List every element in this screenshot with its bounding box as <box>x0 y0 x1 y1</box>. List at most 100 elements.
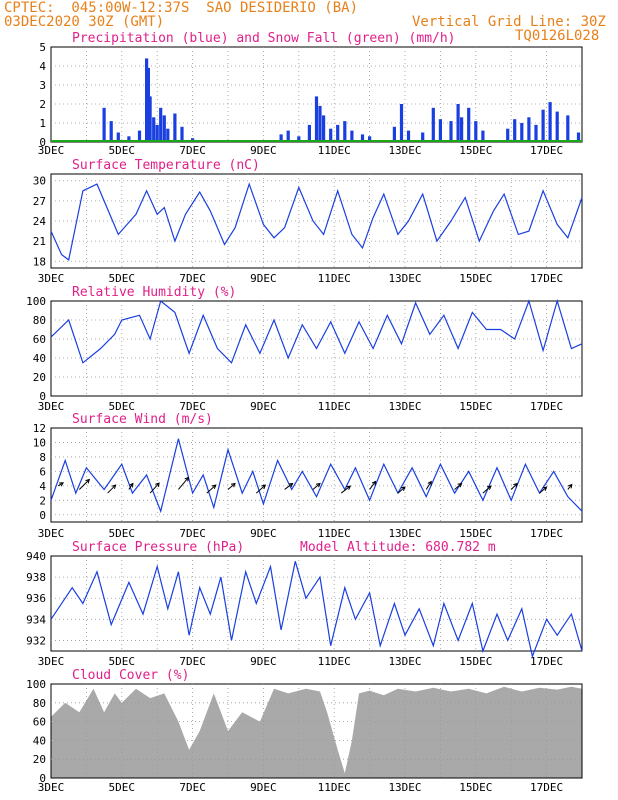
temperature-xtick-9DEC: 9DEC <box>250 272 277 285</box>
precip-bar <box>460 117 464 142</box>
temperature-xtick-13DEC: 13DEC <box>388 272 421 285</box>
temperature-ytick: 27 <box>33 195 46 208</box>
precip-bar <box>159 107 163 142</box>
pressure-xtick-5DEC: 5DEC <box>109 655 136 668</box>
pressure-frame <box>50 555 583 652</box>
precip-bar <box>127 136 131 142</box>
precip-bar <box>102 107 106 142</box>
precip-ytick: 3 <box>39 79 46 92</box>
precip-bar <box>527 117 531 142</box>
precip-xtick-11DEC: 11DEC <box>318 144 351 157</box>
temperature-ytick: 21 <box>33 235 46 248</box>
temperature-ytick: 18 <box>33 255 46 268</box>
humidity-xtick-11DEC: 11DEC <box>318 400 351 413</box>
precip-bar <box>555 111 559 142</box>
precip-bar <box>541 109 545 142</box>
pressure-ytick: 940 <box>26 550 46 563</box>
precip-ytick: 4 <box>39 60 46 73</box>
wind-vector-head <box>261 484 267 489</box>
pressure-ytick: 936 <box>26 592 46 605</box>
wind-xtick-7DEC: 7DEC <box>179 527 206 540</box>
cloud-xtick-17DEC: 17DEC <box>530 781 563 794</box>
wind-xtick-11DEC: 11DEC <box>318 527 351 540</box>
wind-vector-head <box>346 485 352 490</box>
cloud-ytick: 80 <box>33 697 46 710</box>
precip-bar <box>180 126 184 142</box>
precip-bar <box>360 134 365 142</box>
pressure-xtick-11DEC: 11DEC <box>318 655 351 668</box>
wind-vector-head <box>315 482 321 488</box>
wind-vector-head <box>85 478 91 484</box>
wind-vector-head <box>371 480 377 486</box>
precip-ytick: 1 <box>39 117 46 130</box>
header-grid-line: Vertical Grid Line: 30Z <box>412 14 606 30</box>
precip-bar <box>146 67 150 142</box>
cloud-ytick: 20 <box>33 753 46 766</box>
cloud-cover-area <box>51 686 582 778</box>
wind-vector-head <box>129 482 134 488</box>
precip-bar <box>449 121 453 142</box>
precip-xtick-3DEC: 3DEC <box>38 144 65 157</box>
precip-bar <box>148 96 152 142</box>
precip-bar <box>314 96 319 142</box>
pressure-ytick: 934 <box>26 613 46 626</box>
cloud-ytick: 100 <box>26 678 46 691</box>
precip-bar <box>566 115 570 142</box>
wind-vector <box>482 485 492 494</box>
wind-vector-head <box>427 480 432 486</box>
temperature-ytick: 24 <box>33 215 47 228</box>
precip-bar <box>137 130 142 142</box>
precip-bar <box>318 105 322 142</box>
cloud-xtick-13DEC: 13DEC <box>388 781 421 794</box>
temperature-title: Surface Temperature (nC) <box>72 158 260 173</box>
pressure-series-line <box>50 561 583 659</box>
precip-bar <box>155 124 159 142</box>
cloud-ytick: 40 <box>33 734 46 747</box>
precip-bar <box>520 123 524 142</box>
wind-vector-head <box>542 486 548 491</box>
wind-vector-head <box>486 485 492 490</box>
pressure-subtitle: Model Altitude: 680.782 m <box>300 540 496 555</box>
humidity-ytick: 0 <box>39 390 46 403</box>
temperature-xtick-5DEC: 5DEC <box>109 272 136 285</box>
precip-bar <box>343 121 347 142</box>
precip-bar <box>286 130 290 142</box>
precip-ytick: 0 <box>39 136 46 149</box>
wind-vector-head <box>288 482 294 488</box>
precip-bar <box>116 132 120 142</box>
humidity-ytick: 80 <box>33 314 46 327</box>
humidity-ytick: 40 <box>33 352 46 365</box>
temperature-series-line <box>50 182 583 261</box>
precip-xtick-9DEC: 9DEC <box>250 144 277 157</box>
pressure-xtick-3DEC: 3DEC <box>38 655 65 668</box>
wind-vector-head <box>567 483 573 489</box>
cloud-ytick: 0 <box>39 772 46 785</box>
cloud-ytick: 60 <box>33 716 46 729</box>
wind-vector-head <box>184 476 190 482</box>
wind-ytick: 0 <box>39 509 46 522</box>
wind-ytick: 8 <box>39 451 46 464</box>
wind-vector-head <box>400 486 406 491</box>
wind-xtick-13DEC: 13DEC <box>388 527 421 540</box>
precip-bar <box>173 113 177 142</box>
cloud-xtick-11DEC: 11DEC <box>318 781 351 794</box>
wind-series-line <box>50 438 583 514</box>
precip-bar <box>109 121 113 142</box>
wind-vector <box>128 483 134 490</box>
precip-bar <box>322 115 326 142</box>
cloud-xtick-9DEC: 9DEC <box>250 781 277 794</box>
wind-vector-head <box>211 484 217 489</box>
precip-bar <box>474 121 478 142</box>
header-model-code: TQ0126L028 <box>515 28 600 44</box>
humidity-xtick-3DEC: 3DEC <box>38 400 65 413</box>
precip-bar <box>307 124 311 142</box>
wind-vector-head <box>111 484 117 490</box>
header-station: CPTEC: 045:00W-12:37S SAO DESIDERIO (BA) <box>4 0 359 16</box>
precip-bar <box>513 119 517 142</box>
wind-vector <box>340 485 351 494</box>
temperature-xtick-11DEC: 11DEC <box>318 272 351 285</box>
wind-ytick: 10 <box>33 436 46 449</box>
precip-bar <box>329 128 333 142</box>
wind-vector <box>284 483 293 490</box>
